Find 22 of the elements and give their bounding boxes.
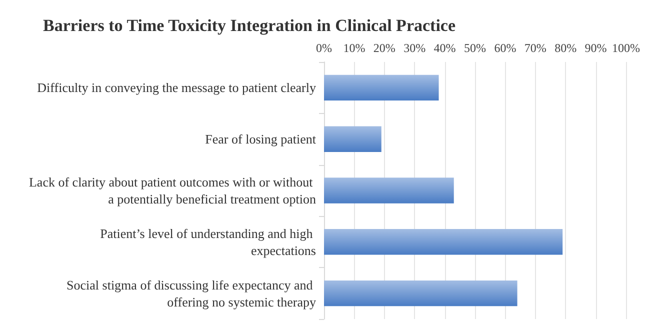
x-tick-label: 50% <box>464 41 486 55</box>
bar <box>324 280 518 306</box>
x-tick-label: 90% <box>584 41 607 55</box>
bar <box>324 126 382 152</box>
y-tick-label: Lack of clarity about patient outcomes with or without a potentially beneficial treatment option <box>28 174 316 206</box>
y-tick-label: Fear of losing patient <box>205 132 316 147</box>
x-tick-label: 20% <box>373 41 396 55</box>
y-tick-label: Difficulty in conveying the message to patient clearly <box>37 80 316 96</box>
x-tick-label: 0% <box>316 41 332 55</box>
bar <box>324 229 563 255</box>
chart-title: Barriers to Time Toxicity Integration in Clinical Practice <box>43 16 456 35</box>
x-tick-label: 60% <box>494 41 516 55</box>
x-tick-label: 30% <box>404 41 426 55</box>
y-tick-label: Patient’s level of understanding and high expectations <box>100 226 316 258</box>
x-tick-label: 40% <box>434 41 456 55</box>
bar <box>324 178 454 204</box>
x-tick-label: 70% <box>524 41 546 55</box>
x-tick-label: 10% <box>343 41 366 55</box>
x-tick-label: 100% <box>612 41 640 55</box>
bar <box>324 74 439 101</box>
y-tick-label: Social stigma of discussing life expectancy and offering no systemic therapy <box>66 277 316 310</box>
x-tick-label: 80% <box>554 41 577 55</box>
